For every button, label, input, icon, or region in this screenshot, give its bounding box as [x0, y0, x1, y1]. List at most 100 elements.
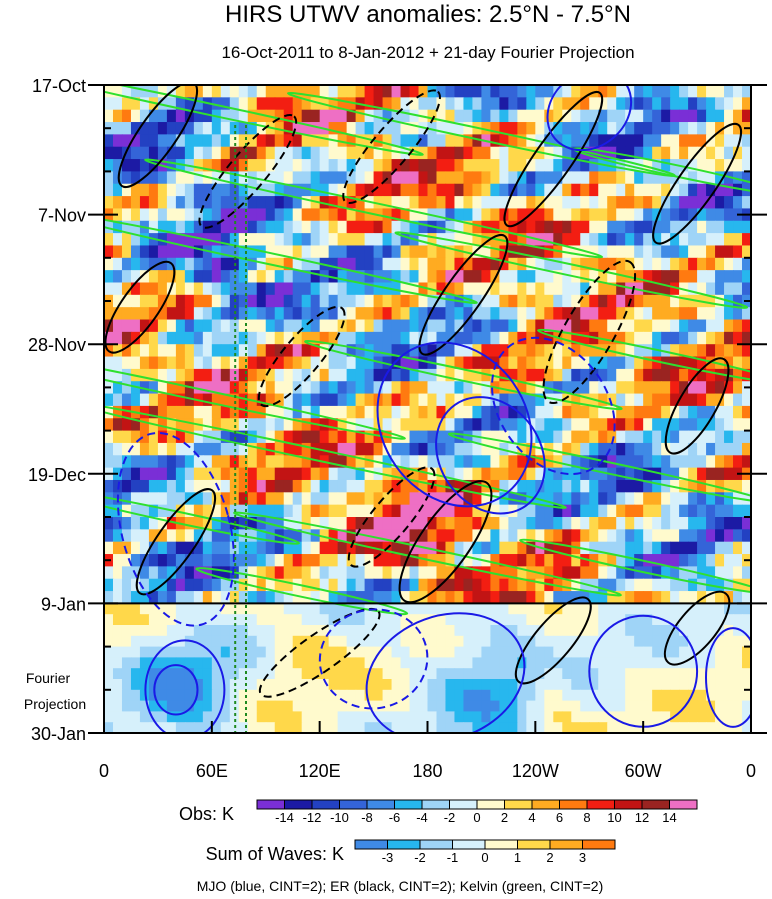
er-contour — [514, 596, 592, 685]
obs-cell — [382, 381, 393, 395]
obs-cell — [184, 455, 195, 469]
obs-cell — [472, 393, 483, 407]
forecast-cell — [733, 614, 743, 626]
obs-cell — [409, 208, 420, 222]
obs-cell — [319, 159, 330, 172]
obs-cell — [148, 554, 159, 567]
obs-cell — [625, 196, 635, 210]
forecast-cell — [283, 625, 294, 637]
forecast-cell — [616, 668, 626, 680]
obs-cell — [130, 134, 141, 148]
forecast-cell — [517, 722, 527, 733]
obs-cell — [238, 294, 249, 308]
forecast-cell — [742, 646, 751, 658]
obs-cell — [643, 122, 653, 135]
obs-cell — [247, 146, 258, 160]
obs-cell — [697, 381, 707, 395]
obs-cell — [481, 196, 492, 210]
obs-cell — [400, 233, 411, 247]
obs-cell — [490, 109, 500, 123]
obs-cell — [265, 85, 276, 98]
obs-cell — [175, 183, 186, 197]
obs-cell — [337, 331, 348, 345]
obs-cell — [104, 356, 114, 370]
obs-cell — [265, 331, 276, 345]
obs-cell — [328, 245, 339, 259]
obs-cell — [616, 566, 626, 580]
forecast-cell — [616, 603, 626, 615]
obs-cell — [535, 393, 545, 407]
forecast-cell — [256, 635, 267, 648]
obs-cell — [409, 554, 420, 567]
obs-cell — [733, 122, 743, 135]
obs-cell — [121, 85, 132, 98]
obs-cell — [130, 393, 141, 407]
forecast-cell — [724, 711, 734, 723]
obs-cell — [355, 233, 366, 247]
obs-cell — [553, 467, 563, 481]
forecast-cell — [184, 679, 195, 691]
obs-cell — [220, 381, 231, 395]
obs-cell — [535, 208, 545, 222]
obs-cell — [472, 319, 483, 333]
obs-cell — [580, 171, 590, 185]
obs-cell — [256, 554, 267, 567]
obs-cell — [391, 109, 402, 123]
obs-cell — [670, 97, 680, 111]
obs-cell — [706, 455, 716, 469]
obs-cell — [166, 418, 177, 432]
forecast-cell — [310, 668, 321, 680]
obs-cell — [247, 344, 258, 358]
forecast-cell — [571, 711, 581, 723]
obs-cell — [481, 331, 492, 345]
obs-cell — [490, 208, 500, 222]
obs-cell — [652, 591, 662, 604]
obs-cell — [634, 146, 644, 160]
obs-cell — [139, 109, 150, 123]
obs-cell — [463, 257, 474, 271]
obs-cell — [490, 97, 500, 111]
forecast-cell — [400, 668, 411, 680]
obs-cell — [427, 578, 438, 592]
obs-cell — [544, 591, 554, 604]
obs-cell — [535, 455, 545, 469]
obs-cell — [121, 529, 132, 543]
obs-cell — [346, 529, 357, 543]
obs-cell — [328, 282, 339, 296]
obs-cell — [391, 455, 402, 469]
forecast-cell — [589, 614, 599, 626]
obs-cell — [580, 319, 590, 333]
obs-cell — [175, 368, 186, 382]
obs-cell — [607, 122, 617, 135]
obs-cell — [130, 183, 141, 197]
obs-cell — [715, 307, 725, 321]
obs-cell — [742, 541, 751, 555]
obs-cell — [130, 442, 141, 456]
forecast-cell — [166, 722, 177, 733]
obs-cell — [104, 504, 114, 518]
obs-cell — [499, 319, 509, 333]
forecast-cell — [544, 657, 554, 669]
obs-cell — [337, 455, 348, 469]
forecast-cell — [373, 625, 384, 637]
obs-cell — [238, 492, 249, 506]
obs-cell — [157, 183, 168, 197]
obs-cell — [571, 294, 581, 308]
obs-cell — [391, 517, 402, 530]
forecast-cell — [589, 711, 599, 723]
obs-cell — [463, 270, 474, 284]
obs-cell — [319, 294, 330, 308]
forecast-cell — [283, 700, 294, 712]
obs-cell — [535, 85, 545, 98]
obs-cell — [517, 171, 527, 185]
forecast-cell — [184, 668, 195, 680]
obs-cell — [184, 405, 195, 419]
forecast-cell — [382, 689, 393, 702]
obs-cell — [139, 504, 150, 518]
obs-cell — [643, 442, 653, 456]
obs-cell — [112, 405, 123, 419]
obs-cell — [571, 529, 581, 543]
forecast-cell — [130, 603, 141, 615]
er-contour — [664, 357, 730, 455]
forecast-cell — [697, 711, 707, 723]
